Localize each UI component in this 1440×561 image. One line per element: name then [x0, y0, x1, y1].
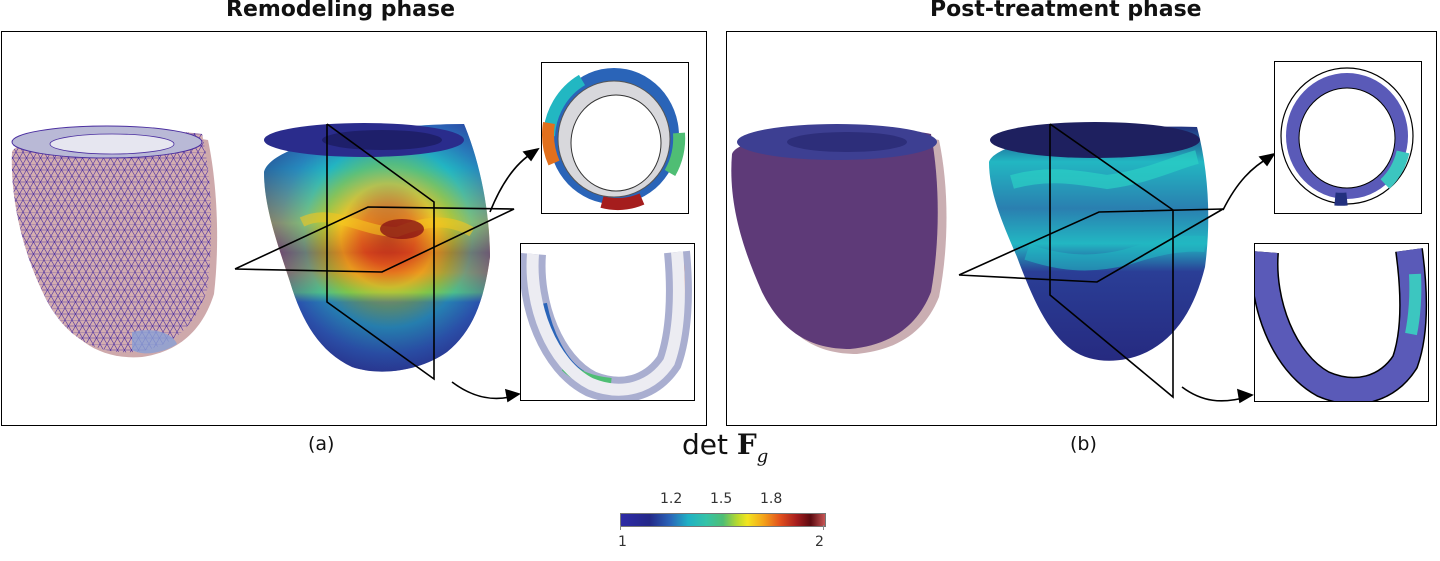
panel-a [1, 31, 707, 426]
colorbar-tick-1.2: 1.2 [660, 491, 683, 507]
post-long-axis-slice-inset [1254, 243, 1429, 402]
caption-b: (b) [1070, 433, 1097, 455]
colorbar-max-mark [823, 525, 824, 530]
colorbar-tick-1.8: 1.8 [760, 491, 783, 507]
panel-a-title: Remodeling phase [226, 0, 455, 22]
colorbar-min-mark [620, 525, 621, 530]
cutting-planes [234, 123, 515, 381]
colorbar-max-label: 2 [815, 534, 824, 550]
caption-a: (a) [308, 433, 335, 455]
colorbar-title-prefix: det [682, 428, 728, 461]
reference-mesh-ventricle [11, 125, 218, 358]
post-treatment-volume [731, 124, 947, 354]
colorbar-min-label: 1 [618, 534, 627, 550]
colorbar: 1.2 1.5 1.8 1 2 [618, 488, 828, 558]
panel-b [726, 31, 1437, 426]
callout-arrows [451, 147, 540, 403]
post-short-axis-slice-inset [1274, 61, 1422, 214]
post-growth-field-ventricle [989, 122, 1209, 361]
colorbar-title-subscript: g [756, 446, 769, 467]
colorbar-title-symbol: F [736, 428, 757, 461]
colorbar-tick-1.5: 1.5 [710, 491, 733, 507]
short-axis-slice-inset [541, 62, 689, 214]
colorbar-gradient [620, 513, 826, 527]
colorbar-title: det Fg [682, 428, 768, 467]
long-axis-slice-inset [520, 243, 695, 401]
post-callout-arrows [1181, 152, 1276, 404]
panel-b-title: Post-treatment phase [930, 0, 1202, 22]
